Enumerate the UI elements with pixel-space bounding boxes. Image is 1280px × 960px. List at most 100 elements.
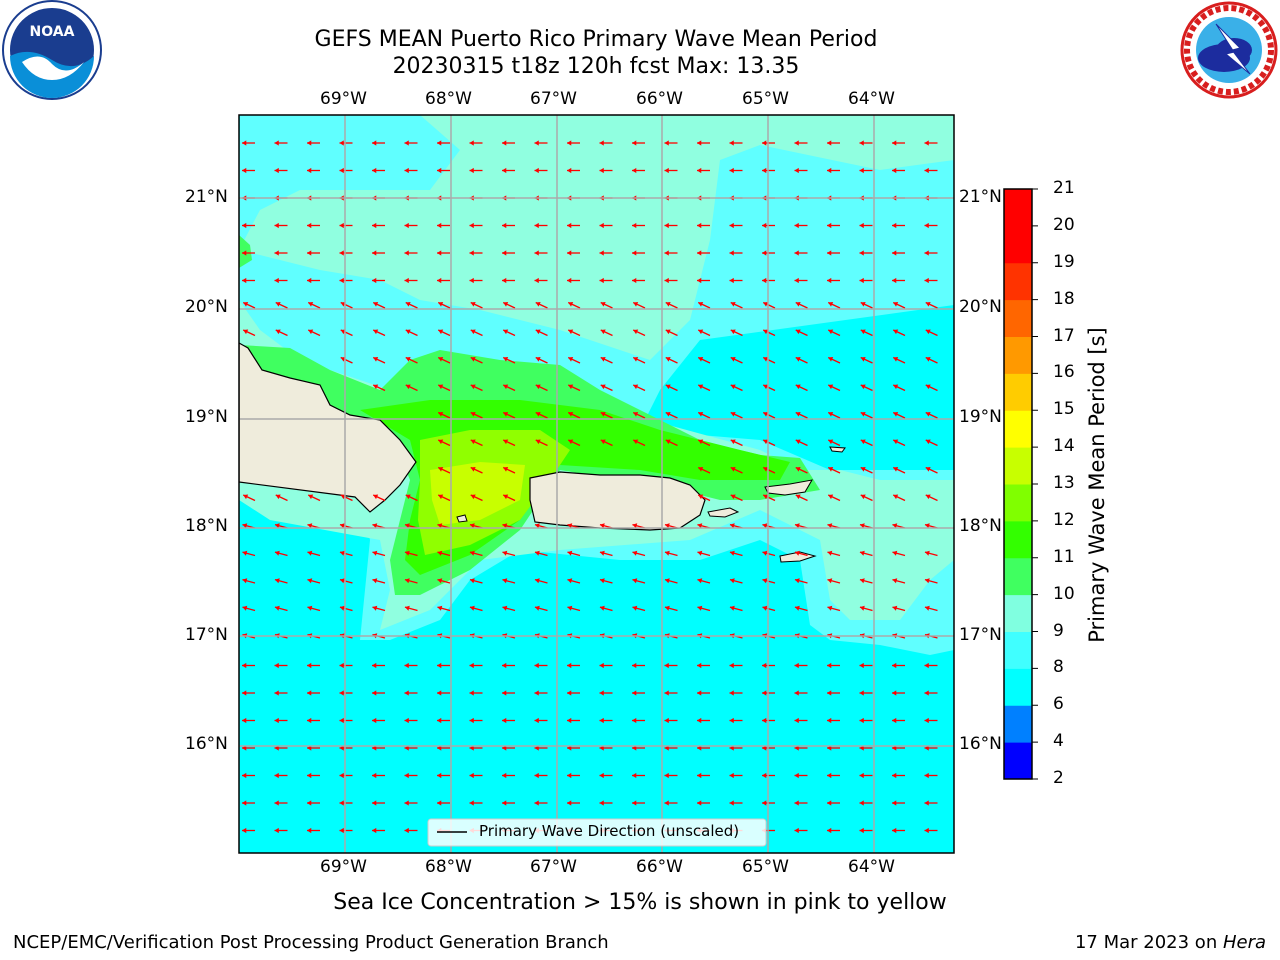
wave-arrow-head-354 [729,605,735,611]
wave-arrow-head-442 [729,717,734,724]
wave-arrow-head-357 [827,605,833,611]
map-title: GEFS MEAN Puerto Rico Primary Wave Mean … [314,27,878,52]
wave-arrow-head-236 [665,439,671,445]
wave-arrow-head-35 [664,167,669,174]
wave-arrow-head-207 [763,384,769,390]
wave-arrow-head-230 [470,439,476,445]
wave-arrow-head-26 [372,167,377,174]
lat-label-right-5: 17°N [959,625,1002,645]
wave-arrow-head-37 [729,167,734,174]
wave-arrow-head-36 [697,167,702,174]
wave-arrow-head-40 [827,167,832,174]
colorbar-segment-13 [1004,262,1032,301]
wave-arrow-head-38 [762,167,767,174]
wave-arrow-head-297 [307,550,313,556]
wave-arrow-head-497 [372,800,377,806]
wave-arrow-head-242 [860,439,866,445]
wave-arrow-head-397 [697,662,702,669]
lat-label-left-3: 19°N [185,407,228,427]
lon-label-top-1: 69°W [320,89,367,109]
wave-arrow-head-197 [438,384,444,390]
wave-arrow-head-6 [437,140,442,146]
wave-arrow-head-243 [893,439,899,445]
wave-arrow-head-43 [924,167,929,174]
wave-arrow-head-292 [859,523,865,529]
wave-arrow-head-90 [307,250,312,256]
lat-label-right-2: 20°N [959,297,1002,317]
mona-island [456,514,468,523]
wave-arrow-head-9 [534,140,539,146]
vieques-island [707,507,740,518]
wave-arrow-head-214 [470,411,476,417]
wave-arrow-head-389 [437,662,442,669]
wave-arrow-head-517 [307,827,312,834]
wave-arrow-head-511 [827,800,832,806]
wave-arrow-head-117 [469,277,474,284]
wave-arrow-head-121 [599,277,604,284]
wave-arrow-head-433 [437,717,442,724]
wave-arrow-head-198 [470,384,476,390]
wave-arrow-head-418 [664,690,669,696]
wave-arrow-head-279 [437,523,443,529]
wave-arrow-head-266 [730,494,736,500]
wave-arrow-head-488 [794,772,799,779]
wave-arrow-head-20 [892,140,897,146]
wave-arrow-head-308 [664,550,670,556]
wave-arrow-head-112 [307,277,312,284]
wave-arrow-head-485 [697,772,702,779]
wave-arrow-head-78 [632,222,637,229]
wave-arrow-head-159 [405,329,411,335]
wave-arrow-head-438 [599,717,604,724]
wave-arrow-head-513 [892,800,897,806]
colorbar-tick-label-15: 15 [1053,399,1075,420]
wave-arrow-head-290 [794,523,800,529]
wave-arrow-head-327 [567,578,573,584]
wave-arrow-head-107 [859,250,864,256]
wave-arrow-head-493 [242,800,247,806]
wave-arrow-head-192 [860,356,866,362]
wave-arrow-head-396 [664,662,669,669]
wave-arrow-head-420 [729,690,734,696]
wave-arrow-head-246 [470,466,476,472]
wave-arrow-head-481 [567,772,572,779]
wave-arrow-head-95 [469,250,474,256]
map-gridlines [239,115,954,853]
wave-arrow-head-196 [405,384,411,390]
wave-arrow-head-5 [404,140,409,146]
wave-arrow-head-177 [373,356,379,362]
wave-arrow-head-194 [925,356,931,362]
wave-arrow-head-226 [860,411,866,417]
wave-arrow-head-476 [404,772,409,779]
wave-arrow-head-533 [827,827,832,834]
wave-arrow-head-275 [307,523,313,529]
wave-arrow-head-241 [828,439,834,445]
wave-arrow-head-156 [308,329,314,335]
wave-arrow-head-475 [372,772,377,779]
wave-arrow-head-94 [437,250,442,256]
wave-arrow-head-21 [924,140,929,146]
lat-label-left-5: 17°N [185,625,228,645]
wave-arrow-head-248 [698,466,704,472]
wave-arrow-head-232 [535,439,541,445]
wave-arrow-head-535 [892,827,897,834]
wave-arrow-head-350 [599,605,605,611]
wave-arrow-head-257 [275,494,281,500]
wave-arrow-head-471 [242,772,247,779]
wave-arrow-head-219 [633,411,639,417]
wave-arrow-head-132 [243,301,249,307]
period-band-13-14 [430,462,525,525]
wave-arrow-head-222 [730,411,736,417]
wave-arrow-head-446 [859,717,864,724]
wave-arrow-head-144 [633,301,639,307]
colorbar-tick-label-16: 16 [1053,362,1075,383]
wave-arrow-head-383 [242,662,247,669]
wave-arrow-head-409 [372,690,377,696]
wave-arrow-head-265 [698,494,704,500]
wave-arrow-head-147 [730,301,736,307]
wave-arrow-head-311 [762,550,768,556]
wave-arrow-head-349 [567,605,573,611]
wave-arrow-head-427 [242,717,247,724]
lat-label-left-4: 18°N [185,516,228,536]
wave-arrow-head-483 [632,772,637,779]
